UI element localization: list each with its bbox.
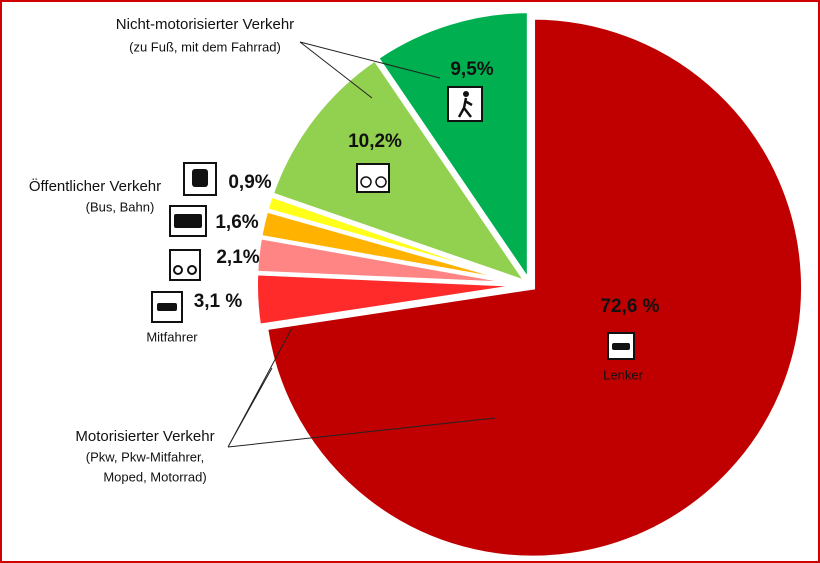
leader-lines	[227, 41, 496, 448]
pie-slice	[263, 15, 806, 560]
annotation: Lenker	[603, 367, 643, 382]
pie	[254, 9, 806, 560]
annotation: (Bus, Bahn)	[86, 199, 155, 214]
leader-line	[227, 327, 496, 448]
annotation: Öffentlicher Verkehr	[29, 177, 161, 195]
data-label: 9,5%	[450, 59, 493, 80]
icons	[151, 86, 635, 360]
glyph	[612, 343, 630, 350]
glyph	[360, 176, 372, 188]
icon-moped	[169, 249, 201, 281]
leader-line	[299, 41, 441, 99]
glyph	[173, 265, 183, 275]
annotation: Motorisierter Verkehr	[75, 428, 214, 445]
data-label: 3,1 %	[194, 291, 243, 312]
data-label: 72,6 %	[600, 296, 659, 317]
glyph	[457, 97, 473, 118]
data-label: 10,2%	[348, 131, 402, 152]
data-label: 2,1%	[216, 247, 259, 268]
glyph	[157, 303, 177, 311]
data-label: 1,6%	[215, 212, 258, 233]
pie-slice	[269, 56, 532, 287]
glyph	[375, 176, 387, 188]
annotation: Moped, Motorrad)	[103, 469, 206, 484]
glyph	[174, 214, 202, 228]
annotation: Nicht-motorisierter Verkehr	[116, 16, 294, 33]
glyph	[192, 169, 208, 187]
glyph	[187, 265, 197, 275]
data-label: 0,9%	[228, 172, 271, 193]
glyph	[463, 91, 469, 97]
annotation: Mitfahrer	[146, 329, 198, 344]
annotation: (zu Fuß, mit dem Fahrrad)	[129, 39, 281, 54]
pie-slice	[374, 9, 531, 288]
annotation: (Pkw, Pkw-Mitfahrer,	[86, 449, 204, 464]
